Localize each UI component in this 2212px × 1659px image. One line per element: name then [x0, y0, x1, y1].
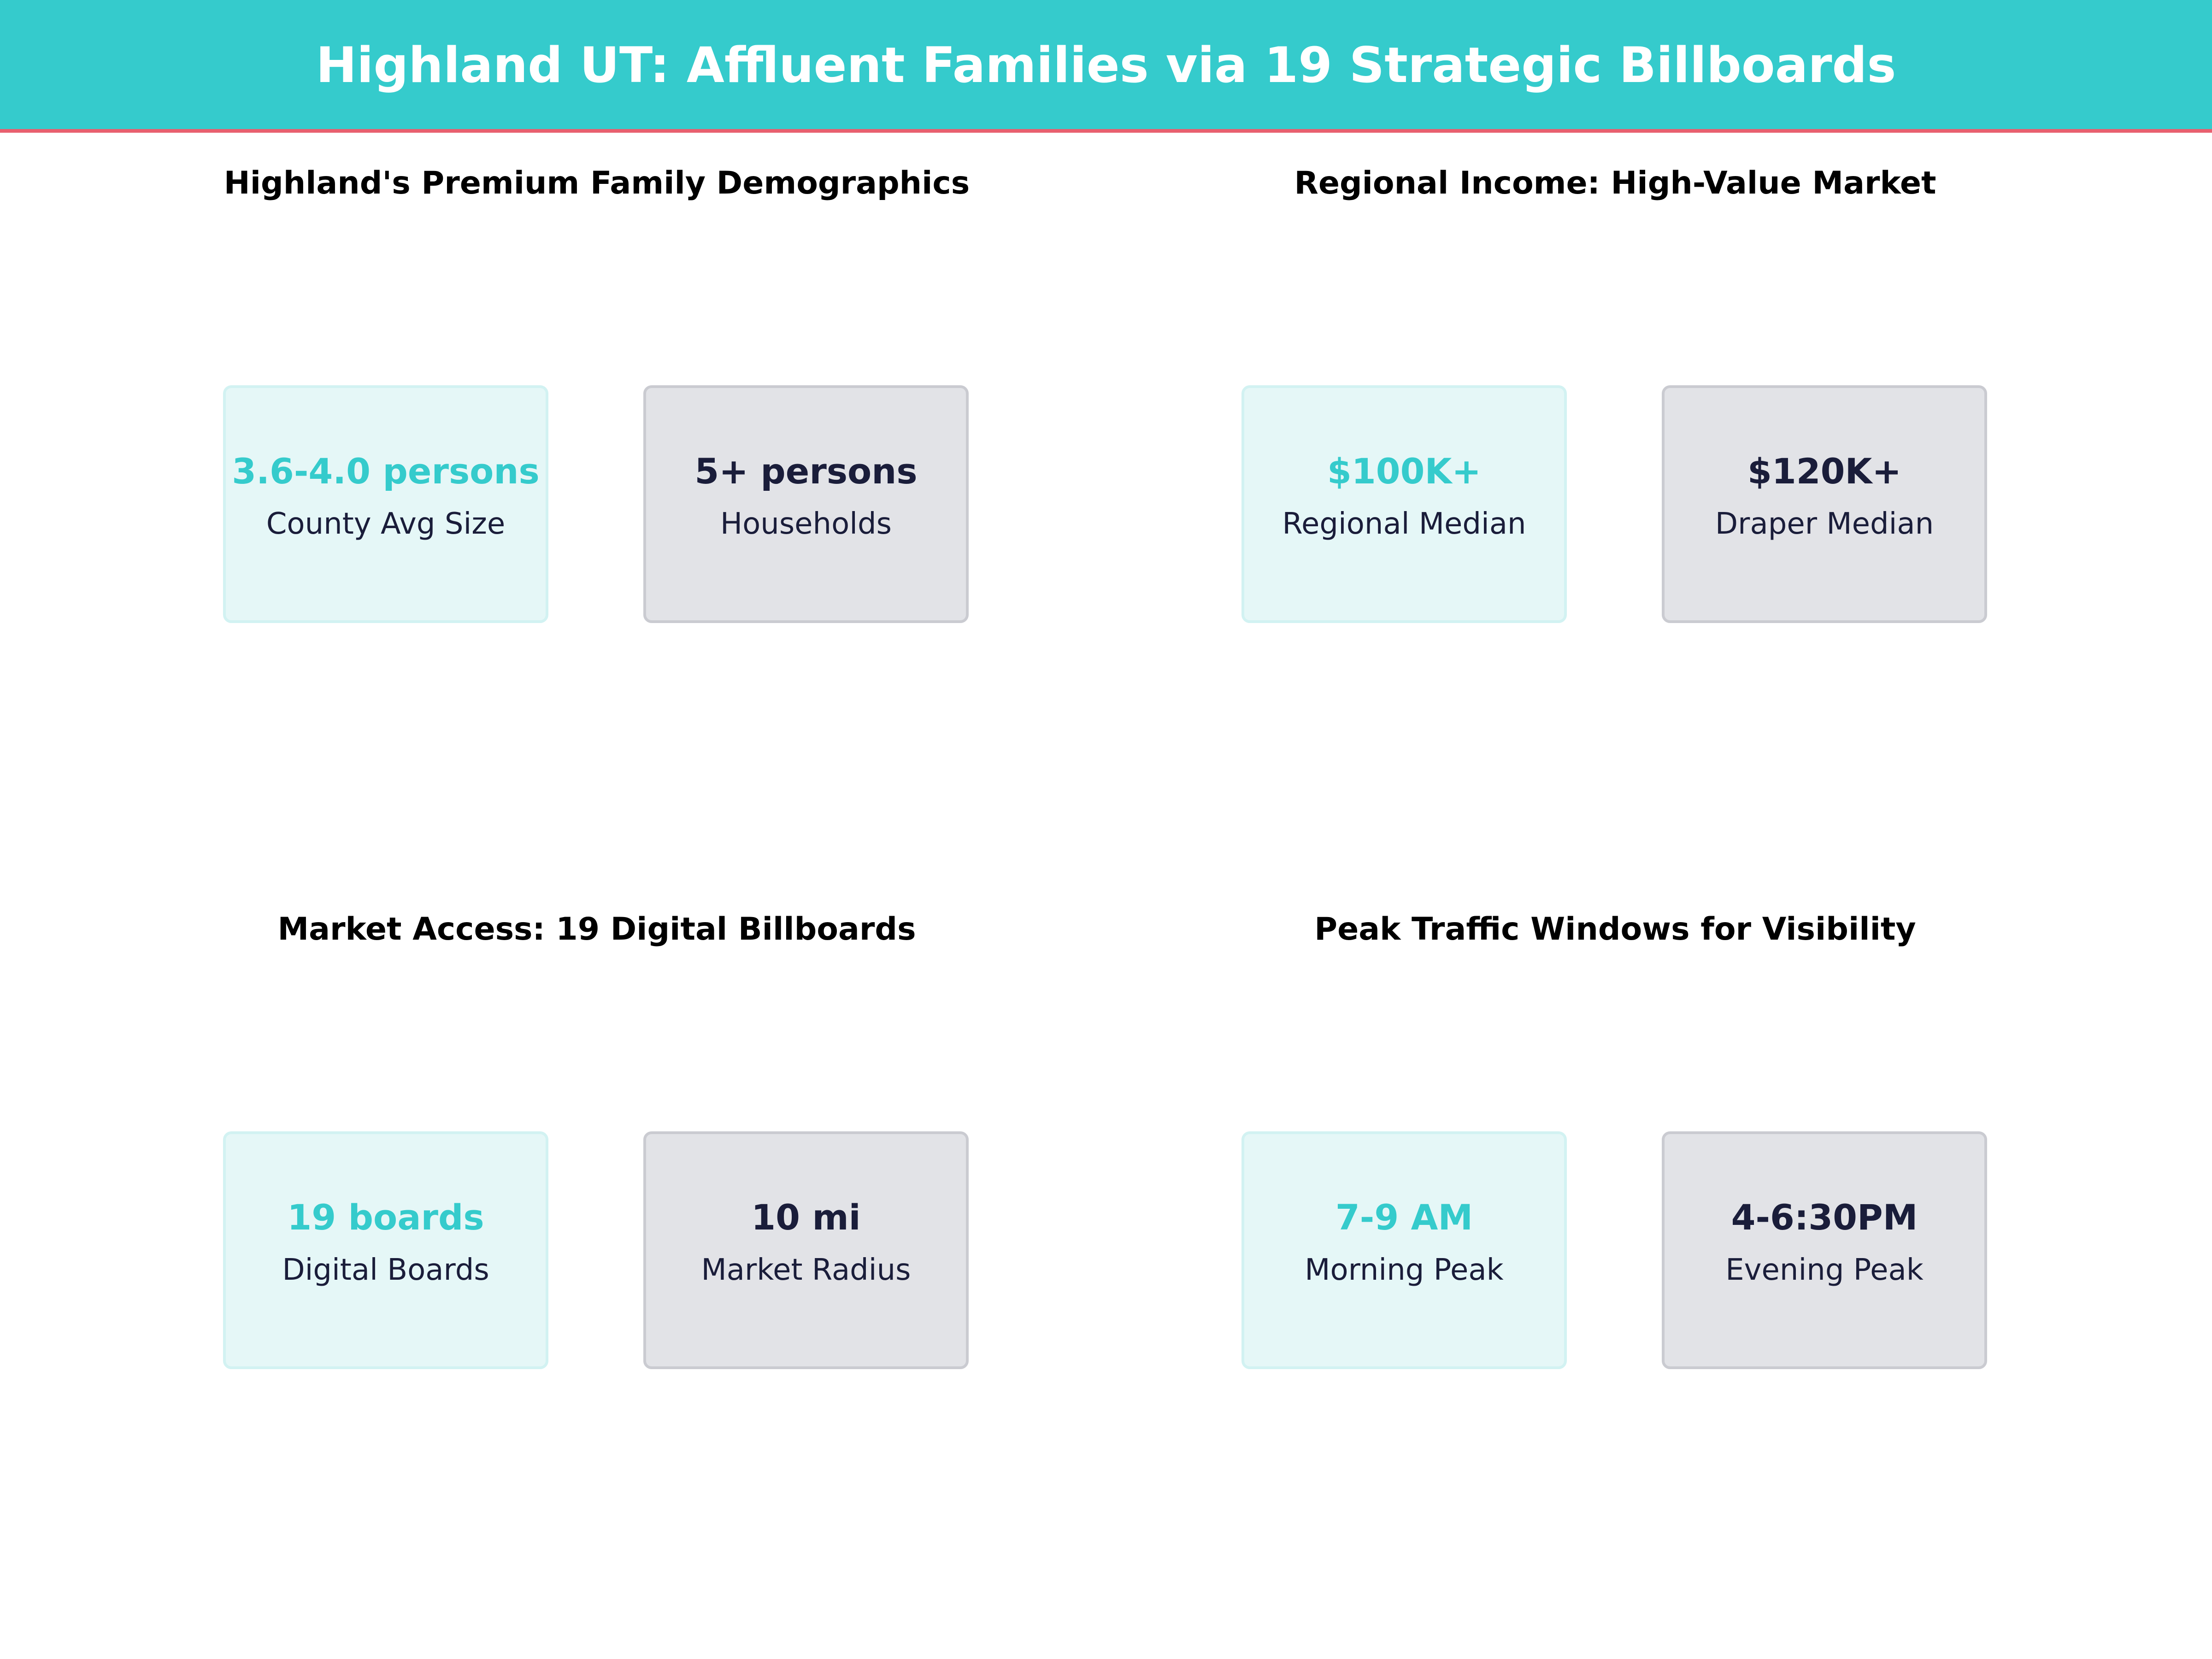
stat-card-digital-boards: 19 boards Digital Boards: [223, 1131, 548, 1369]
stat-value: 5+ persons: [694, 451, 918, 492]
stat-card-market-radius: 10 mi Market Radius: [643, 1131, 969, 1369]
stat-label: Draper Median: [1715, 507, 1934, 541]
page-title: Highland UT: Affluent Families via 19 St…: [316, 36, 1896, 94]
panel-title-demographics: Highland's Premium Family Demographics: [224, 165, 970, 201]
stat-card-draper-median: $120K+ Draper Median: [1662, 385, 1987, 623]
stat-value: $100K+: [1327, 451, 1482, 492]
stat-value: $120K+: [1747, 451, 1902, 492]
panel-title-peak-traffic: Peak Traffic Windows for Visibility: [1314, 911, 1916, 947]
stat-label: Regional Median: [1282, 507, 1526, 541]
stat-card-evening-peak: 4-6:30PM Evening Peak: [1662, 1131, 1987, 1369]
header-banner: Highland UT: Affluent Families via 19 St…: [0, 0, 2212, 130]
stat-label: Digital Boards: [282, 1253, 489, 1287]
stat-value: 3.6-4.0 persons: [232, 451, 540, 492]
panel-title-market-access: Market Access: 19 Digital Billboards: [277, 911, 916, 947]
stat-card-morning-peak: 7-9 AM Morning Peak: [1241, 1131, 1567, 1369]
stat-label: Market Radius: [701, 1253, 911, 1287]
stat-label: Evening Peak: [1725, 1253, 1924, 1287]
stat-card-county-avg-size: 3.6-4.0 persons County Avg Size: [223, 385, 548, 623]
stat-value: 4-6:30PM: [1731, 1197, 1918, 1238]
panel-title-income: Regional Income: High-Value Market: [1294, 165, 1936, 201]
header-divider: [0, 129, 2212, 133]
stat-label: County Avg Size: [266, 507, 506, 541]
stat-value: 19 boards: [287, 1197, 484, 1238]
stat-card-regional-median: $100K+ Regional Median: [1241, 385, 1567, 623]
stat-card-households: 5+ persons Households: [643, 385, 969, 623]
stat-label: Morning Peak: [1305, 1253, 1504, 1287]
stat-value: 7-9 AM: [1335, 1197, 1473, 1238]
stat-value: 10 mi: [751, 1197, 861, 1238]
stat-label: Households: [720, 507, 892, 541]
